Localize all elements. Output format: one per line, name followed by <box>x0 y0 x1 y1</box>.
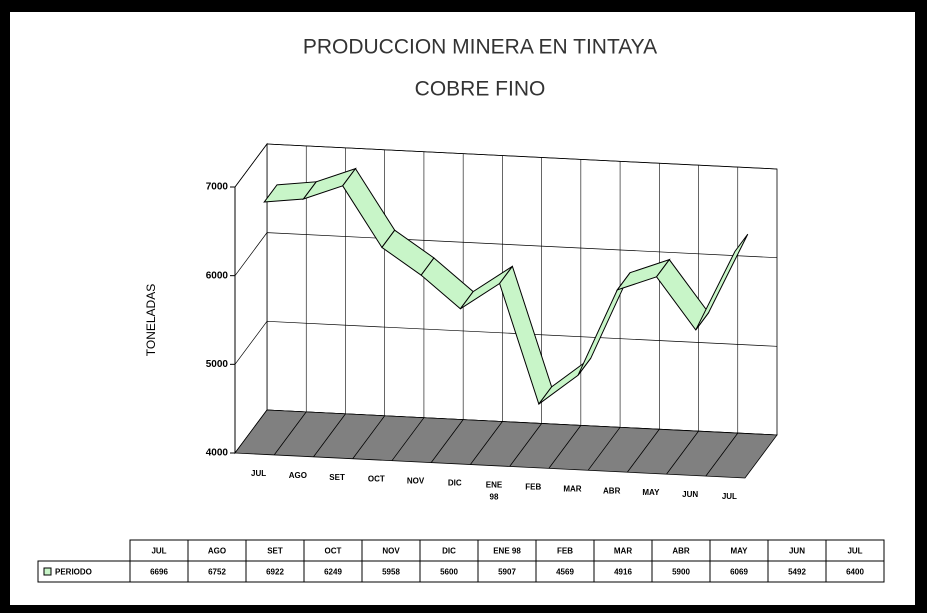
table-category: JUL <box>847 547 862 556</box>
x-tick-label: ENE 98 <box>486 481 503 502</box>
floor-divider <box>430 419 464 463</box>
x-tick-label: FEB <box>525 483 541 492</box>
y-tick-label: 7000 <box>206 182 229 193</box>
table-value: 5958 <box>382 568 400 577</box>
table-category: AGO <box>208 547 226 556</box>
floor-divider <box>626 428 660 473</box>
floor-divider <box>548 425 582 469</box>
table-value: 6400 <box>846 568 864 577</box>
table-value: 5600 <box>440 568 458 577</box>
x-tick-label: JUL <box>722 492 737 501</box>
ribbon-segment <box>695 233 749 331</box>
side-wall <box>234 142 268 455</box>
legend-label: PERIODO <box>55 568 92 577</box>
floor-divider <box>587 427 621 471</box>
legend-swatch <box>43 567 52 576</box>
x-tick-label: OCT <box>368 475 385 484</box>
table-category: ENE 98 <box>493 547 521 556</box>
floor-divider <box>470 421 503 465</box>
table-value: 6922 <box>266 568 284 577</box>
table-value: 4916 <box>614 568 632 577</box>
floor-divider <box>705 432 739 477</box>
y-tick-label: 5000 <box>206 359 229 370</box>
table-value: 5492 <box>788 568 806 577</box>
table-value: 5900 <box>672 568 690 577</box>
table-category: OCT <box>325 547 342 556</box>
table-category: FEB <box>557 547 573 556</box>
chart-subtitle: COBRE FINO <box>415 78 546 101</box>
floor-divider <box>273 411 307 456</box>
floor <box>234 409 778 479</box>
x-tick-label: JUL <box>251 469 266 478</box>
table-value: 6752 <box>208 568 226 577</box>
grid-line <box>234 232 778 276</box>
table-value: 4569 <box>556 568 574 577</box>
floor-divider <box>352 415 386 460</box>
floor-divider <box>509 423 542 467</box>
chart-title: PRODUCCION MINERA EN TINTAYA <box>303 36 657 59</box>
grid-line <box>234 143 778 188</box>
table-category: DIC <box>442 547 456 556</box>
table-category: MAR <box>614 547 632 556</box>
floor-divider <box>391 417 425 461</box>
y-axis-label: TONELADAS <box>144 284 158 356</box>
table-category: MAY <box>730 547 748 556</box>
x-tick-label: DIC <box>448 479 462 488</box>
grid-line <box>234 320 778 365</box>
x-tick-label: JUN <box>682 490 698 499</box>
table-category: ABR <box>672 547 690 556</box>
table-category: SET <box>267 547 283 556</box>
table-value: 6696 <box>150 568 168 577</box>
table-category: NOV <box>382 547 400 556</box>
table-value: 5907 <box>498 568 516 577</box>
x-tick-label: AGO <box>289 471 307 480</box>
x-tick-label: SET <box>329 473 345 482</box>
y-tick-label: 4000 <box>206 448 229 459</box>
table-category: JUL <box>151 547 166 556</box>
table-value: 6069 <box>730 568 748 577</box>
x-tick-label: NOV <box>407 477 425 486</box>
table-category: JUN <box>789 547 805 556</box>
floor-divider <box>313 413 346 458</box>
table-value: 6249 <box>324 568 342 577</box>
x-tick-label: MAR <box>563 484 581 493</box>
floor-divider <box>666 430 699 475</box>
x-tick-label: ABR <box>603 486 621 495</box>
y-tick-label: 6000 <box>206 270 229 281</box>
x-tick-label: MAY <box>642 488 660 497</box>
